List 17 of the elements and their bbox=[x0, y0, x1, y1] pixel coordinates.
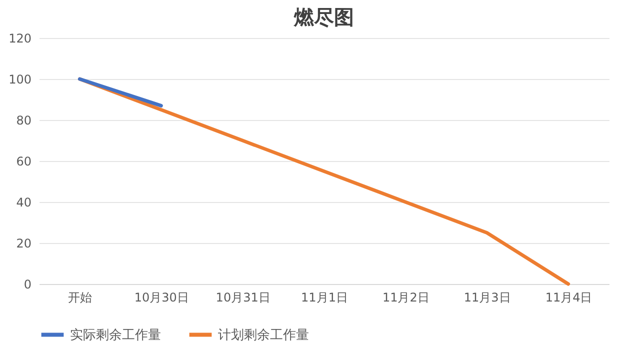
x-tick-label: 10月31日 bbox=[216, 290, 270, 304]
y-tick-label: 100 bbox=[8, 72, 32, 86]
y-tick-label: 60 bbox=[16, 154, 32, 168]
chart-title: 燃尽图 bbox=[293, 5, 354, 29]
y-tick-label: 0 bbox=[24, 278, 32, 292]
x-tick-label: 11月4日 bbox=[545, 290, 592, 304]
y-tick-label: 20 bbox=[16, 236, 32, 250]
x-tick-label: 11月1日 bbox=[301, 290, 348, 304]
x-tick-label: 10月30日 bbox=[134, 290, 189, 304]
x-tick-label: 11月2日 bbox=[382, 290, 430, 304]
legend-label: 实际剩余工作量 bbox=[70, 328, 161, 343]
legend-label: 计划剩余工作量 bbox=[218, 328, 309, 343]
y-tick-label: 80 bbox=[16, 114, 32, 128]
y-tick-label: 120 bbox=[8, 32, 32, 46]
x-tick-label: 11月3日 bbox=[464, 290, 511, 304]
y-tick-label: 40 bbox=[16, 196, 32, 210]
x-tick-label: 开始 bbox=[68, 290, 92, 304]
